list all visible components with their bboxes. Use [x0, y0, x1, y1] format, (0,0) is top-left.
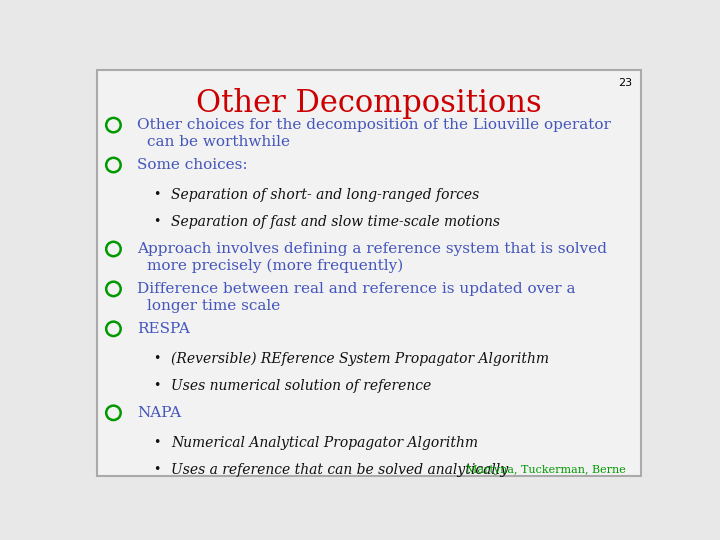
- Text: Some choices:: Some choices:: [138, 158, 248, 172]
- Text: Martyna, Tuckerman, Berne: Martyna, Tuckerman, Berne: [466, 465, 626, 475]
- FancyBboxPatch shape: [96, 70, 642, 476]
- Ellipse shape: [106, 242, 121, 256]
- Text: Separation of fast and slow time-scale motions: Separation of fast and slow time-scale m…: [171, 215, 500, 229]
- Text: Uses numerical solution of reference: Uses numerical solution of reference: [171, 379, 431, 393]
- Text: •: •: [153, 463, 161, 476]
- Text: Approach involves defining a reference system that is solved: Approach involves defining a reference s…: [138, 242, 608, 256]
- Text: •: •: [153, 188, 161, 201]
- Text: Uses a reference that can be solved analytically: Uses a reference that can be solved anal…: [171, 463, 508, 477]
- Text: RESPA: RESPA: [138, 322, 190, 336]
- Text: •: •: [153, 436, 161, 449]
- Text: more precisely (more frequently): more precisely (more frequently): [148, 259, 404, 273]
- Ellipse shape: [106, 406, 121, 420]
- Text: Difference between real and reference is updated over a: Difference between real and reference is…: [138, 282, 576, 296]
- Ellipse shape: [106, 158, 121, 172]
- Ellipse shape: [106, 118, 121, 132]
- Text: can be worthwhile: can be worthwhile: [148, 134, 290, 149]
- Text: •: •: [153, 379, 161, 392]
- Text: (Reversible) REference System Propagator Algorithm: (Reversible) REference System Propagator…: [171, 352, 549, 366]
- Text: •: •: [153, 215, 161, 228]
- Text: Other choices for the decomposition of the Liouville operator: Other choices for the decomposition of t…: [138, 118, 611, 132]
- Text: •: •: [153, 352, 161, 365]
- Text: Numerical Analytical Propagator Algorithm: Numerical Analytical Propagator Algorith…: [171, 436, 478, 450]
- Text: Separation of short- and long-ranged forces: Separation of short- and long-ranged for…: [171, 188, 480, 202]
- Ellipse shape: [106, 282, 121, 296]
- Text: 23: 23: [618, 78, 632, 88]
- Text: Other Decompositions: Other Decompositions: [196, 87, 542, 119]
- Ellipse shape: [106, 322, 121, 336]
- Text: NAPA: NAPA: [138, 406, 181, 420]
- Text: longer time scale: longer time scale: [148, 299, 281, 313]
